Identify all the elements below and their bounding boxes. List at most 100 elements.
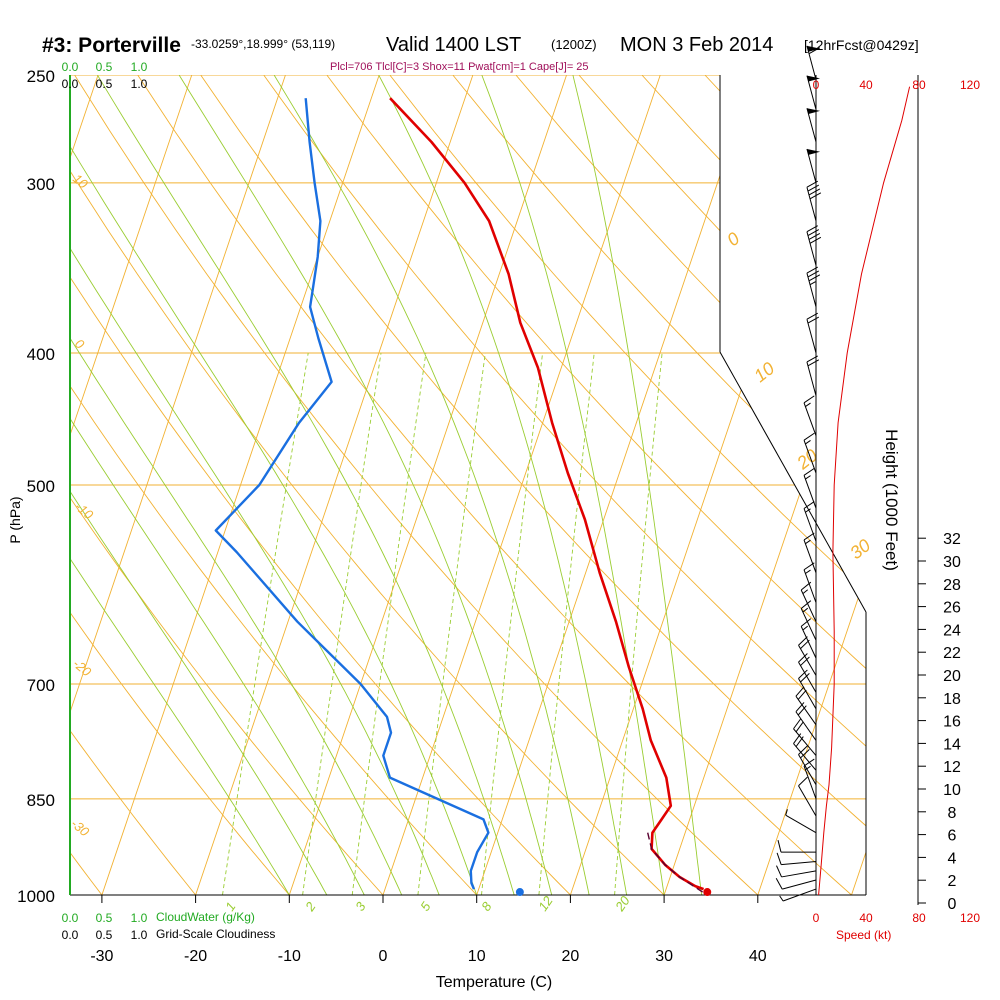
moist-adiabat	[70, 75, 403, 895]
barb-half	[805, 508, 811, 513]
barb-shaft	[798, 661, 817, 693]
moist-adiabat	[378, 75, 628, 895]
barb-shaft	[803, 569, 817, 603]
wind-barb	[798, 745, 817, 786]
wind-barb	[779, 888, 817, 902]
cloudiness-tick-top: 0.0	[62, 77, 79, 91]
moist-adiabat	[481, 75, 665, 895]
pressure-tick-label: 850	[27, 791, 55, 810]
barb-pennant	[806, 108, 821, 115]
height-tick-label: 12	[943, 759, 961, 776]
barb-flag	[795, 721, 804, 733]
barb-flag	[776, 852, 782, 865]
wind-barb	[806, 148, 821, 183]
barb-flag	[808, 47, 821, 55]
dry-adiabat	[0, 75, 8, 895]
dry-adiabat	[200, 75, 866, 895]
barb-flag	[800, 600, 812, 609]
moist-adiabat	[70, 75, 365, 895]
speed-tick-top: 120	[960, 78, 980, 92]
barb-flag	[798, 669, 808, 679]
barb-flag	[807, 184, 820, 192]
barb-flag	[807, 229, 820, 237]
mixing-ratio-line	[538, 352, 595, 895]
wind-barb	[806, 355, 820, 396]
barb-shaft	[806, 75, 817, 110]
barb-shaft	[806, 187, 817, 222]
barb-flag	[803, 532, 815, 541]
wind-barb	[776, 865, 817, 878]
station-coords: -33.0259°,18.999° (53,119)	[191, 37, 335, 51]
cloud-water-tick-top: 0.0	[62, 60, 79, 74]
dry-adiabat-label: -20	[70, 656, 95, 680]
dry-adiabat	[70, 75, 196, 895]
barb-flag	[793, 718, 802, 730]
moist-adiabat	[70, 75, 478, 895]
mixing-ratio-line	[417, 352, 486, 895]
wind-barb	[800, 600, 817, 641]
x-tick-label: -30	[90, 948, 113, 965]
barb-half	[779, 895, 784, 902]
pressure-tick-label: 500	[27, 477, 55, 496]
station-title: #3: Porterville	[42, 34, 181, 57]
wind-barb	[806, 75, 821, 110]
height-tick-label: 0	[948, 896, 957, 913]
speed-profile	[818, 86, 911, 896]
speed-axis-label: Speed (kt)	[836, 928, 891, 942]
barb-shaft	[795, 711, 817, 741]
wind-speed-panel	[815, 75, 911, 896]
isotherm-line	[757, 75, 866, 895]
dewpoint-profile	[214, 98, 490, 890]
barb-shaft	[782, 888, 817, 902]
dry-adiabat	[70, 75, 290, 895]
barb-shaft	[798, 678, 817, 710]
barb-shaft	[785, 814, 817, 834]
height-axis-label: Height (1000 Feet)	[882, 429, 901, 571]
barb-flag	[808, 232, 821, 240]
barb-flag	[798, 653, 808, 663]
isotherm-line	[101, 75, 380, 895]
surface-point-td	[515, 888, 524, 897]
barb-shaft	[803, 539, 817, 573]
mixing-ratio-line	[351, 352, 427, 895]
dry-adiabat-label: -10	[72, 499, 97, 523]
moist-adiabat	[273, 75, 590, 895]
speed-tick-bottom: 120	[960, 911, 980, 925]
isotherm-label: 0	[723, 228, 743, 250]
barb-half	[805, 539, 811, 545]
wind-barb	[806, 45, 821, 80]
x-tick-label: 20	[562, 948, 580, 965]
dry-adiabat	[70, 75, 478, 895]
height-tick-label: 2	[948, 873, 957, 890]
barb-pennant	[806, 45, 821, 52]
barb-flag	[800, 656, 810, 666]
moist-adiabat	[572, 75, 703, 895]
barb-flag	[798, 776, 808, 787]
mixing-ratio-label: 8	[478, 899, 495, 914]
stability-indices: Plcl=706 Tlcl[C]=3 Shox=11 Pwat[cm]=1 Ca…	[330, 61, 589, 73]
cloudiness-label: Grid-Scale Cloudiness	[156, 927, 275, 941]
mixing-ratio-label: 2	[302, 899, 319, 915]
x-tick-label: -20	[184, 948, 207, 965]
barb-flag	[776, 865, 782, 878]
barb-flag	[807, 270, 820, 278]
isotherm-label: 30	[846, 535, 874, 563]
x-tick-label: 30	[655, 948, 673, 965]
wind-barb	[803, 395, 817, 436]
barb-half	[802, 607, 809, 613]
barb-flag	[807, 316, 820, 324]
wind-barb	[806, 266, 821, 308]
barb-flag	[795, 702, 805, 713]
parcel-profile	[647, 832, 703, 893]
barb-shaft	[781, 870, 817, 878]
height-tick-label: 10	[943, 782, 961, 799]
isotherm-line	[476, 75, 755, 895]
cloud-water-tick-top: 1.0	[131, 60, 148, 74]
mixing-ratio-line	[222, 352, 309, 895]
wind-barb	[785, 809, 817, 834]
plot-frame	[69, 75, 867, 896]
barb-shaft	[806, 108, 817, 143]
barb-flag	[800, 673, 810, 683]
